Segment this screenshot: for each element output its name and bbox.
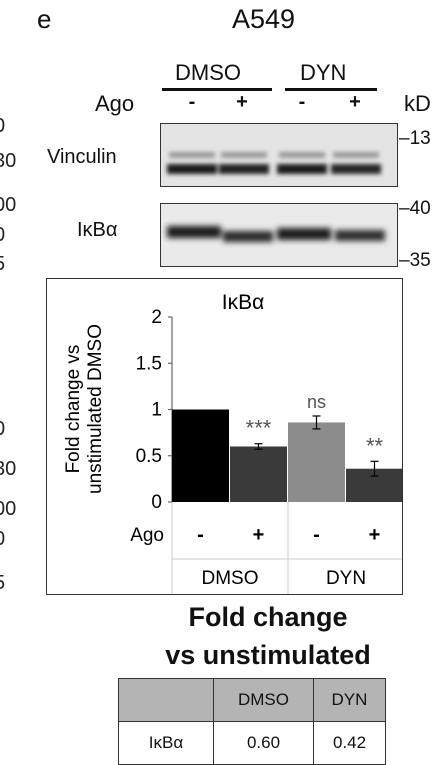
group-underline-dyn (285, 88, 377, 91)
lane-sign-1: - (188, 91, 196, 113)
significance-label: ns (307, 392, 326, 412)
size-marker: –40 (399, 198, 431, 219)
western-blot-ikba (160, 203, 398, 267)
group-label-dyn: DYN (300, 60, 347, 85)
edge-fragment: 5 (0, 253, 5, 276)
blot-bands-vinculin (167, 152, 381, 174)
blot-bands-ikba (167, 226, 385, 242)
edge-fragment: 0 (0, 528, 5, 551)
lane-sign-4: + (349, 91, 361, 113)
table-header-cell (118, 678, 214, 722)
panel-letter: e (37, 4, 52, 34)
unit-label: kD (404, 91, 431, 116)
edge-fragment: 30 (0, 150, 17, 172)
y-tick-label: 0 (151, 492, 162, 513)
group-label: DYN (326, 568, 366, 589)
cell-line-title: A549 (232, 4, 296, 34)
chart-title: IκBα (222, 291, 264, 314)
lane-sign-3: - (298, 91, 306, 113)
y-axis-label: unstimulated DMSO (85, 324, 106, 494)
edge-fragment: 00 (0, 498, 17, 520)
significance-label: ** (366, 433, 384, 458)
group-label-dmso: DMSO (175, 60, 241, 85)
bar (172, 409, 229, 502)
edge-fragment: 0 (0, 418, 5, 441)
size-marker: –13 (399, 128, 431, 149)
bar-chart-panel: IκBα Fold change vs unstimulated DMSO 0 0.5 1… (46, 278, 405, 595)
y-tick-label: 2 (151, 307, 162, 328)
edge-fragment: 0 (0, 224, 5, 247)
table-header-cell: DMSO (213, 678, 314, 722)
table-title-line1: Fold change (188, 602, 348, 632)
table-header-row: DMSO DYN (118, 678, 387, 722)
summary-table: DMSO DYN IκBα 0.60 0.42 (118, 678, 387, 765)
western-blot-vinculin (160, 123, 398, 187)
x-row-label: Ago (130, 525, 164, 546)
blot-label-vinculin: Vinculin (47, 146, 117, 168)
edge-fragment: 00 (0, 194, 17, 216)
treatment-label: Ago (95, 91, 135, 116)
x-tick-label: - (197, 524, 204, 546)
blot-label-ikba: IκBα (77, 219, 118, 241)
bar (288, 422, 345, 502)
group-underline-dmso (162, 88, 272, 91)
table-cell: 0.42 (312, 721, 387, 765)
edge-fragment: 5 (0, 572, 5, 595)
table-title-line2: vs unstimulated (165, 640, 371, 670)
y-tick-label: 1 (151, 400, 162, 421)
significance-label: *** (246, 416, 272, 441)
table-header-cell: DYN (312, 678, 387, 722)
edge-fragment: 30 (0, 458, 17, 480)
table-row-label: IκBα (118, 721, 214, 765)
x-tick-label: + (369, 524, 381, 546)
x-tick-label: - (313, 524, 320, 546)
y-axis-label: Fold change vs (63, 345, 84, 474)
group-label: DMSO (202, 568, 259, 589)
table-cell: 0.60 (213, 721, 314, 765)
bar-chart: IκBα Fold change vs unstimulated DMSO 0 0.5 1… (63, 291, 405, 594)
table-row: IκBα 0.60 0.42 (118, 721, 387, 765)
y-tick-label: 1.5 (136, 353, 162, 374)
size-marker: –35 (399, 250, 431, 271)
bar (230, 446, 287, 502)
lane-sign-2: + (236, 91, 248, 113)
y-tick-label: 0.5 (136, 446, 162, 467)
edge-fragment: 0 (0, 115, 5, 138)
x-tick-label: + (253, 524, 265, 546)
